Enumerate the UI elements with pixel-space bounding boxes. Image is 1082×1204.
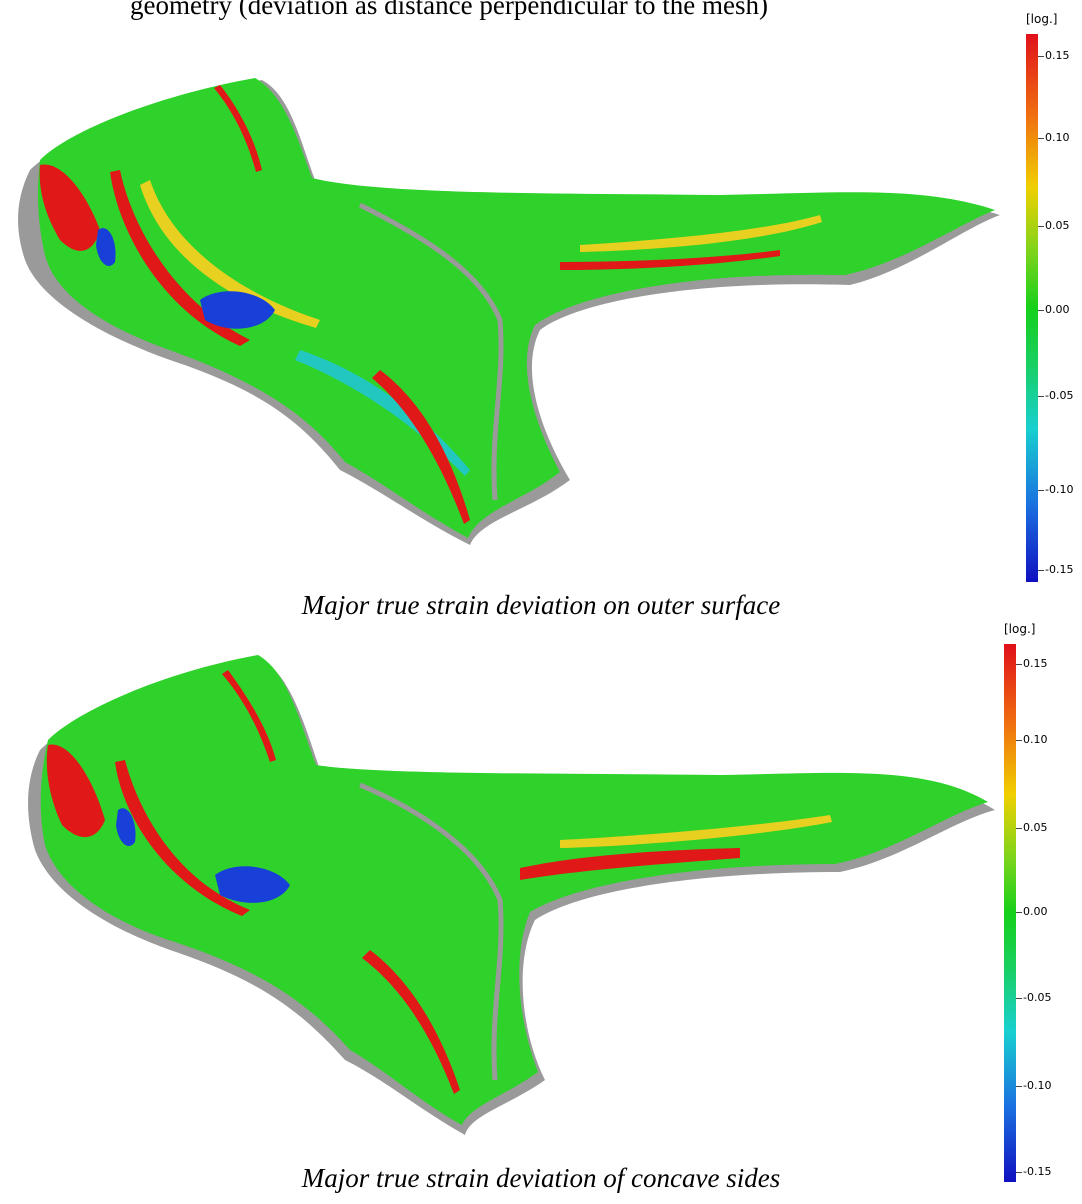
- legend-color-bar: [1026, 34, 1038, 582]
- streak-red-upper-right: [560, 250, 780, 270]
- strain-map-outer-surface: [18, 78, 1000, 545]
- streak-red-diag: [115, 760, 250, 916]
- legend-tick-label: 0.05: [1023, 821, 1048, 834]
- legend-tick-label: -0.15: [1045, 563, 1074, 576]
- cyan-band: [295, 350, 470, 476]
- part-surface: [40, 655, 988, 1125]
- blue-spot-large: [215, 866, 290, 903]
- legend-tick-label: -0.10: [1045, 483, 1074, 496]
- streak-red-top: [222, 670, 276, 762]
- legend-tick-label: 0.15: [1023, 657, 1048, 670]
- legend-tick-label: 0.15: [1045, 49, 1070, 62]
- figure-outer-surface: [log.] 0.15 0.10 0.05 0.00 -0.05 -0.10 -…: [18, 12, 1082, 582]
- streak-red-left: [46, 744, 105, 838]
- caption-concave-sides: Major true strain deviation of concave s…: [301, 1163, 781, 1193]
- legend-unit: [log.]: [1026, 12, 1058, 26]
- crease-line: [358, 202, 504, 501]
- legend-tick-label: -0.10: [1023, 1079, 1052, 1092]
- legend-tick-label: 0.05: [1045, 219, 1070, 232]
- color-legend-outer: [log.] 0.15 0.10 0.05 0.00 -0.05 -0.10 -…: [1026, 12, 1082, 582]
- legend-color-bar: [1004, 644, 1016, 1182]
- streak-red-upper-right: [520, 848, 740, 880]
- blue-spot-small: [116, 808, 136, 846]
- streak-red-diag: [110, 170, 250, 346]
- blue-spot-large: [200, 291, 275, 329]
- streak-red-lower: [372, 370, 470, 524]
- legend-tick-label: 0.10: [1023, 733, 1048, 746]
- legend-tick-label: -0.05: [1023, 991, 1052, 1004]
- streak-yellow-upper-right: [580, 215, 822, 252]
- legend-tick-label: 0.10: [1045, 131, 1070, 144]
- streak-red-top: [214, 85, 262, 172]
- part-surface: [37, 78, 996, 538]
- legend-tick-label: -0.05: [1045, 389, 1074, 402]
- caption-outer-surface: Major true strain deviation on outer sur…: [301, 590, 781, 620]
- header-text: geometry (deviation as distance perpendi…: [130, 0, 769, 20]
- figure-concave-sides: [log.] 0.15 0.10 0.05 0.00 -0.05 -0.10 -…: [0, 610, 1082, 1204]
- strain-map-concave-sides: [28, 655, 995, 1135]
- streak-red-lower: [362, 950, 460, 1094]
- color-legend-concave: [log.] 0.15 0.10 0.05 0.00 -0.05 -0.10 -…: [1004, 622, 1064, 1182]
- legend-tick-label: -0.15: [1023, 1165, 1052, 1178]
- streak-red-left: [39, 164, 100, 251]
- legend-unit: [log.]: [1004, 622, 1036, 636]
- legend-tick-label: 0.00: [1045, 303, 1070, 316]
- blue-spot-small: [96, 228, 116, 266]
- crease-line: [359, 782, 504, 1081]
- legend-tick-label: 0.00: [1023, 905, 1048, 918]
- streak-yellow-upper-right: [560, 815, 832, 848]
